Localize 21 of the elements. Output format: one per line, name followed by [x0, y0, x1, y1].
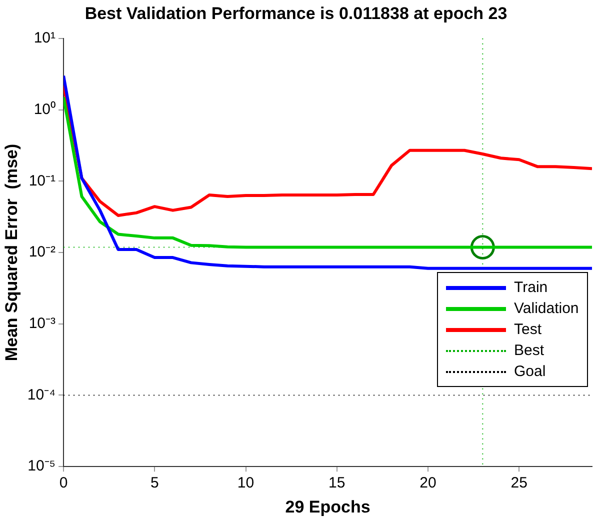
x-tick-label: 25 — [510, 474, 528, 492]
y-tick-label: 10⁰ — [34, 100, 56, 118]
x-tick-label: 5 — [150, 474, 159, 492]
legend-label: Goal — [514, 363, 546, 380]
legend-label: Validation — [514, 300, 579, 318]
x-tick-label: 15 — [328, 474, 346, 492]
y-tick-label: 10⁻⁵ — [28, 458, 56, 475]
y-tick-label: 10⁻² — [28, 244, 56, 261]
y-tick-label: 10⁻³ — [28, 315, 56, 332]
legend-label: Test — [514, 321, 542, 338]
x-tick-label: 20 — [420, 474, 436, 492]
legend-label: Train — [514, 279, 548, 296]
y-tick-label: 10⁻⁴ — [27, 386, 56, 404]
x-tick-label: 10 — [237, 474, 254, 492]
chart-title: Best Validation Performance is 0.011838 at epoch 23 — [84, 4, 508, 23]
x-axis-title: 29 Epochs — [285, 497, 370, 516]
y-tick-label: 10⁻¹ — [28, 172, 56, 190]
x-tick-label: 0 — [59, 474, 68, 492]
y-tick-label: 10¹ — [34, 30, 56, 47]
ref-line-label: Best — [514, 342, 544, 360]
y-axis-title: Mean Squared Error (mse) — [2, 144, 21, 362]
